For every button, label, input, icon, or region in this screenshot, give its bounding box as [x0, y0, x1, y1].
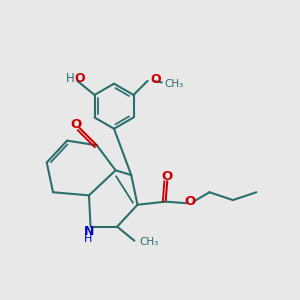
Text: O: O	[150, 73, 161, 86]
Text: H: H	[84, 234, 92, 244]
Text: CH₃: CH₃	[139, 237, 158, 247]
Text: O: O	[71, 118, 82, 131]
Text: H: H	[66, 72, 75, 85]
Text: O: O	[184, 195, 195, 208]
Text: N: N	[84, 225, 94, 238]
Text: CH₃: CH₃	[165, 79, 184, 89]
Text: O: O	[74, 72, 85, 85]
Text: O: O	[162, 170, 173, 183]
